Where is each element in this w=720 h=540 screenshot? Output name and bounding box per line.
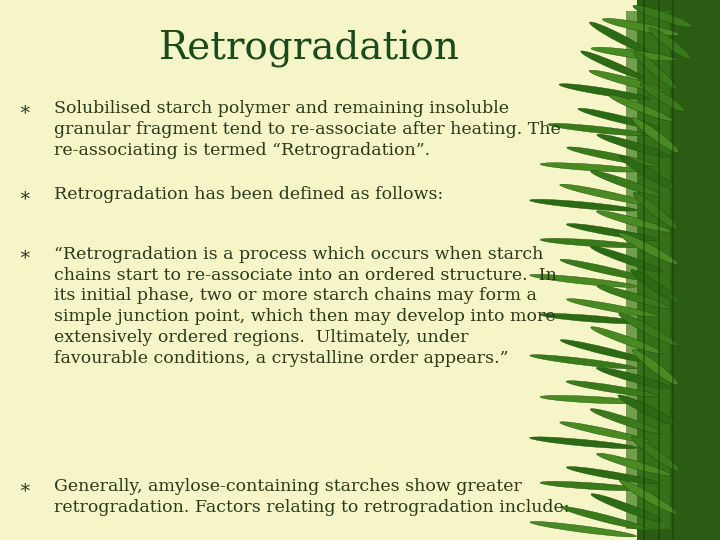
Ellipse shape [596, 211, 671, 232]
Ellipse shape [581, 51, 643, 79]
Ellipse shape [560, 340, 649, 362]
Ellipse shape [567, 467, 657, 484]
Ellipse shape [530, 274, 636, 287]
Ellipse shape [591, 48, 676, 60]
Ellipse shape [591, 494, 662, 522]
Ellipse shape [631, 436, 679, 471]
Ellipse shape [634, 51, 676, 89]
Text: Retrogradation has been defined as follows:: Retrogradation has been defined as follo… [54, 186, 444, 203]
Ellipse shape [530, 355, 636, 369]
Ellipse shape [540, 395, 641, 404]
Ellipse shape [540, 238, 641, 248]
Ellipse shape [559, 422, 650, 442]
Ellipse shape [632, 349, 678, 385]
Text: Solubilised starch polymer and remaining insoluble
granular fragment tend to re-: Solubilised starch polymer and remaining… [54, 100, 561, 159]
Ellipse shape [530, 522, 636, 537]
Ellipse shape [548, 124, 647, 136]
Bar [637, 0, 720, 540]
Ellipse shape [631, 269, 680, 303]
Ellipse shape [640, 83, 685, 111]
Text: ∗: ∗ [18, 100, 31, 118]
Ellipse shape [530, 199, 636, 211]
Ellipse shape [590, 246, 662, 272]
Ellipse shape [559, 184, 650, 205]
Ellipse shape [540, 481, 641, 491]
Ellipse shape [530, 437, 636, 449]
Ellipse shape [649, 28, 690, 59]
Ellipse shape [619, 156, 677, 190]
Ellipse shape [590, 327, 662, 354]
Ellipse shape [619, 480, 677, 514]
Ellipse shape [633, 192, 678, 229]
Ellipse shape [596, 367, 671, 389]
Ellipse shape [609, 95, 672, 121]
Ellipse shape [633, 5, 692, 27]
Ellipse shape [566, 381, 658, 397]
Ellipse shape [597, 285, 670, 309]
Ellipse shape [540, 163, 641, 172]
Ellipse shape [560, 259, 649, 281]
Ellipse shape [603, 18, 679, 36]
Ellipse shape [590, 22, 649, 53]
Ellipse shape [590, 171, 662, 197]
Ellipse shape [559, 84, 651, 100]
Ellipse shape [589, 70, 664, 92]
Ellipse shape [567, 299, 657, 317]
Ellipse shape [597, 453, 670, 476]
Ellipse shape [561, 507, 649, 530]
Text: ∗: ∗ [18, 478, 31, 496]
Ellipse shape [632, 118, 678, 152]
Ellipse shape [567, 224, 657, 241]
Bar [626, 11, 670, 529]
Ellipse shape [618, 313, 678, 346]
Ellipse shape [590, 409, 662, 434]
Text: “Retrogradation is a process which occurs when starch
chains start to re-associa: “Retrogradation is a process which occur… [54, 246, 557, 367]
Text: ∗: ∗ [18, 186, 31, 204]
Text: Retrogradation: Retrogradation [159, 30, 460, 68]
Ellipse shape [540, 314, 641, 323]
Ellipse shape [618, 395, 678, 426]
Text: ∗: ∗ [18, 246, 31, 264]
Ellipse shape [618, 233, 678, 264]
Text: Generally, amylose-containing starches show greater
retrogradation. Factors rela: Generally, amylose-containing starches s… [54, 478, 570, 516]
Ellipse shape [567, 147, 657, 166]
Ellipse shape [578, 108, 660, 130]
Ellipse shape [597, 134, 670, 158]
